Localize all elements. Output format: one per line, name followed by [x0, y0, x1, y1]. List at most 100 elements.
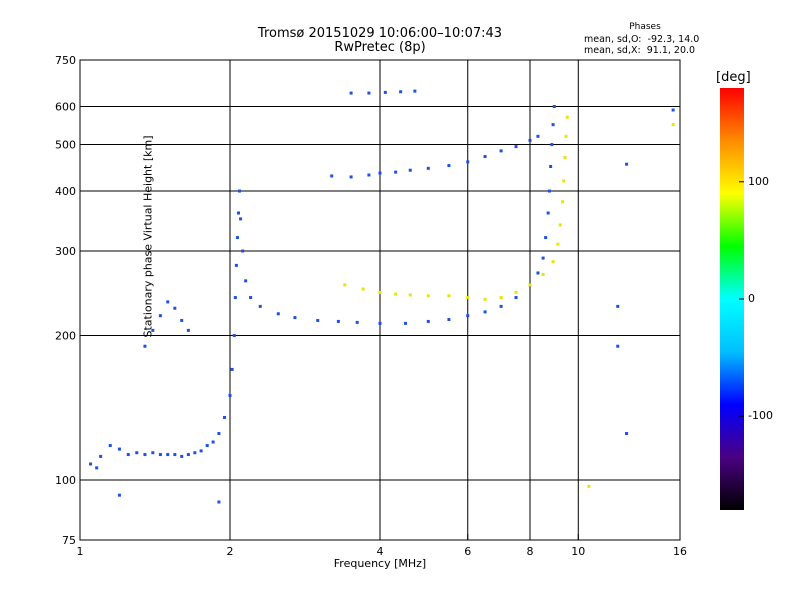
phase-x-stats: mean, sd,X: 91.1, 20.0 [584, 45, 696, 56]
data-point-o [234, 263, 238, 267]
x-tick-label: 4 [377, 545, 384, 558]
chart-subtitle: RwPretec (8p) [334, 40, 426, 55]
colorbar-tick-label: 0 [748, 292, 755, 305]
data-point-o [625, 162, 629, 166]
data-point-o [349, 91, 353, 95]
data-point-x [499, 296, 503, 300]
data-point-x [394, 292, 398, 296]
x-tick-label: 10 [571, 545, 585, 558]
data-point-o [399, 90, 403, 94]
x-axis-label: Frequency [MHz] [333, 557, 427, 570]
data-point-x [343, 283, 347, 287]
data-point-o [546, 211, 550, 215]
data-point-o [316, 318, 320, 322]
data-point-o [447, 317, 451, 321]
data-point-x [426, 294, 430, 298]
data-point-o [426, 166, 430, 170]
data-point-o [544, 236, 548, 240]
data-point-o [117, 493, 121, 497]
x-ticks: 1 2 4 6 8 10 16 [77, 534, 687, 558]
data-point-x [564, 134, 568, 138]
data-point-o [514, 296, 518, 300]
y-tick-label: 75 [62, 534, 76, 547]
y-tick-label: 750 [55, 54, 76, 67]
data-point-o [117, 447, 121, 451]
data-point-o [173, 453, 177, 457]
data-point-o [236, 211, 240, 215]
data-point-o [330, 174, 334, 178]
y-tick-label: 400 [55, 185, 76, 198]
data-point-o [186, 453, 190, 457]
data-point-o [230, 367, 234, 371]
data-point-x [556, 242, 560, 246]
data-point-o [180, 318, 184, 322]
data-point-o [135, 451, 139, 455]
x-tick-label: 2 [227, 545, 234, 558]
x-tick-label: 16 [673, 545, 687, 558]
data-point-x [514, 290, 518, 294]
data-point-o [499, 304, 503, 308]
x-tick-label: 1 [77, 545, 84, 558]
data-point-o [466, 160, 470, 164]
data-point-o [528, 138, 532, 142]
data-point-o [211, 440, 215, 444]
colorbar-tick-label: -100 [748, 409, 773, 423]
colorbar-unit: [deg] [716, 70, 751, 85]
colorbar-tick-label: 100 [748, 174, 769, 188]
data-point-o [151, 451, 155, 455]
data-point-o [383, 90, 387, 94]
data-point-o [217, 432, 221, 436]
data-point-o [408, 168, 412, 172]
data-point-o [166, 300, 170, 304]
data-point-o [241, 249, 245, 253]
data-point-o [378, 321, 382, 325]
data-point-o [108, 444, 112, 448]
data-point-o [205, 444, 209, 448]
y-tick-label: 300 [55, 245, 76, 258]
data-point-o [249, 296, 253, 300]
data-point-x [378, 290, 382, 294]
data-point-x [541, 273, 545, 277]
data-point-o [550, 143, 554, 147]
x-tick-label: 8 [527, 545, 534, 558]
phase-heading: Phases [629, 22, 661, 32]
data-points [89, 89, 675, 504]
y-tick-label: 200 [55, 330, 76, 343]
data-point-x [565, 115, 569, 119]
data-point-o [233, 296, 237, 300]
data-point-o [394, 170, 398, 174]
data-point-o [426, 319, 430, 323]
data-point-o [193, 451, 197, 455]
data-point-o [166, 453, 170, 457]
data-point-x [587, 484, 591, 488]
data-point-o [499, 149, 503, 153]
data-point-o [625, 432, 629, 436]
data-point-o [180, 454, 184, 458]
data-point-x [483, 297, 487, 301]
y-ticks: 75 100 200 300 400 500 600 750 [55, 54, 76, 547]
data-point-x [558, 223, 562, 227]
data-point-o [293, 316, 297, 320]
y-tick-label: 500 [55, 139, 76, 152]
data-point-o [199, 449, 203, 453]
data-point-o [223, 415, 227, 419]
data-point-o [239, 217, 243, 221]
data-point-o [217, 500, 221, 504]
y-tick-label: 600 [55, 101, 76, 114]
data-point-o [355, 320, 359, 324]
x-tick-label: 6 [464, 545, 471, 558]
data-point-o [413, 89, 417, 93]
data-point-o [258, 304, 262, 308]
data-point-o [403, 321, 407, 325]
data-point-o [158, 314, 162, 318]
data-point-o [466, 314, 470, 318]
data-point-o [276, 312, 280, 316]
data-point-o [244, 279, 248, 283]
data-point-x [447, 294, 451, 298]
data-point-o [235, 236, 239, 240]
data-point-x [361, 287, 365, 291]
data-point-o [616, 344, 620, 348]
chart-title: Tromsø 20151029 10:06:00–10:07:43 [257, 26, 503, 41]
data-point-o [143, 453, 147, 457]
data-point-o [367, 173, 371, 177]
